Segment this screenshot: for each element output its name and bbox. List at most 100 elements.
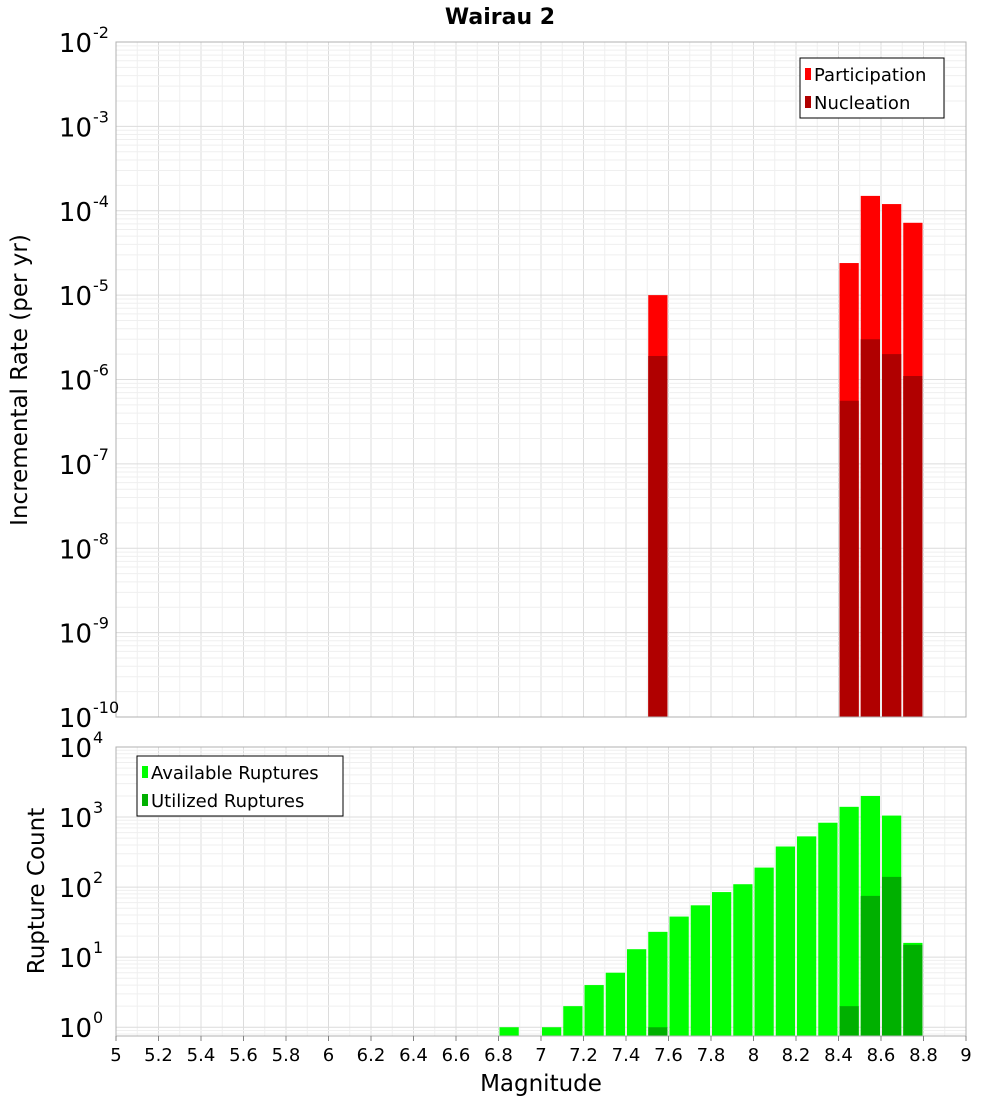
top-legend: Participation Nucleation: [799, 57, 945, 119]
bottom-bar-primary: [754, 867, 774, 1036]
top-y-tick-label: 10: [59, 282, 92, 312]
bottom-y-tick-label: 10: [59, 944, 92, 974]
bottom-bar-primary: [584, 985, 604, 1036]
bottom-bar-primary: [499, 1027, 519, 1036]
top-grid: [115, 41, 967, 718]
bottom-bar-primary: [690, 905, 710, 1036]
top-plot-frame: [115, 41, 967, 718]
bottom-bar-primary: [648, 931, 668, 1036]
bottom-bar-primary: [733, 884, 753, 1036]
top-y-tick-label: 10: [59, 198, 92, 228]
top-bar-secondary: [903, 376, 923, 717]
x-tick-label: 6.2: [357, 1045, 386, 1066]
x-tick-label: 8: [748, 1045, 759, 1066]
bottom-y-tick-exponent: 2: [93, 868, 103, 887]
top-y-tick-exponent: -7: [93, 445, 109, 464]
x-tick-label: 7.4: [612, 1045, 641, 1066]
bottom-bar-primary: [775, 846, 795, 1036]
x-tick-label: 9: [960, 1045, 971, 1066]
x-tick-label: 7.8: [697, 1045, 726, 1066]
bottom-bar-primary: [605, 972, 625, 1036]
x-tick-label: 8.2: [782, 1045, 811, 1066]
top-y-tick-label: 10: [59, 29, 92, 59]
bottom-legend-swatch: [142, 766, 148, 778]
bottom-legend-swatch: [142, 794, 148, 806]
top-y-tick-exponent: -10: [93, 698, 119, 717]
top-legend-swatch: [805, 96, 811, 108]
bottom-bar-primary: [627, 949, 647, 1036]
bottom-bar-primary: [669, 916, 689, 1036]
top-y-tick-label: 10: [59, 704, 92, 734]
x-tick-label: 5.6: [229, 1045, 258, 1066]
bottom-y-tick-exponent: 3: [93, 798, 103, 817]
x-tick-label: 5.2: [144, 1045, 173, 1066]
bottom-bar-secondary: [839, 1006, 859, 1036]
top-y-tick-label: 10: [59, 535, 92, 565]
x-tick-label: 7: [535, 1045, 546, 1066]
x-axis-label: Magnitude: [480, 1071, 602, 1097]
top-bar-secondary: [860, 339, 880, 717]
bottom-legend-box: [136, 755, 344, 817]
top-y-tick-exponent: -8: [93, 529, 109, 548]
x-tick-label: 6.8: [484, 1045, 513, 1066]
bottom-y-tick-label: 10: [59, 1014, 92, 1044]
bottom-legend-label: Utilized Ruptures: [151, 791, 304, 812]
x-tick-label: 7.2: [569, 1045, 598, 1066]
x-tick-label: 5.8: [272, 1045, 301, 1066]
x-tick-label: 6.4: [399, 1045, 428, 1066]
top-y-tick-exponent: -6: [93, 361, 109, 380]
top-y-tick-exponent: -2: [93, 23, 109, 42]
x-tick-label: 8.6: [867, 1045, 896, 1066]
bottom-bars: [499, 795, 923, 1036]
bottom-bar-primary: [712, 892, 732, 1036]
bottom-bar-primary: [839, 806, 859, 1036]
x-tick-label: 5.4: [187, 1045, 216, 1066]
bottom-legend: Available Ruptures Utilized Ruptures: [136, 755, 344, 817]
x-tick-label: 5: [110, 1045, 121, 1066]
bottom-bar-primary: [797, 836, 817, 1036]
top-y-tick-label: 10: [59, 113, 92, 143]
bottom-y-axis-label: Rupture Count: [24, 808, 50, 974]
top-legend-label: Nucleation: [814, 93, 910, 114]
bottom-y-tick-exponent: 0: [93, 1008, 103, 1027]
x-tick-label: 8.8: [909, 1045, 938, 1066]
bottom-grid: [115, 746, 967, 1036]
bottom-y-tick-exponent: 4: [93, 728, 103, 747]
bottom-legend-label: Available Ruptures: [151, 763, 319, 784]
top-y-tick-exponent: -9: [93, 614, 109, 633]
top-legend-swatch: [805, 68, 811, 80]
x-tick-label: 6.6: [442, 1045, 471, 1066]
bottom-y-tick-label: 10: [59, 874, 92, 904]
chart-title: Wairau 2: [445, 5, 555, 30]
top-bars: [648, 195, 923, 717]
top-y-tick-label: 10: [59, 620, 92, 650]
bottom-bar-primary: [563, 1006, 583, 1036]
top-bar-secondary: [648, 355, 668, 717]
top-y-tick-exponent: -3: [93, 107, 109, 126]
top-y-tick-exponent: -5: [93, 276, 109, 295]
x-tick-label: 6: [323, 1045, 334, 1066]
bottom-x-ticks: 5 5.2 5.4 5.6 5.8 6 6.2 6.4 6.6 6.8 7 7.2 7.4 7.6 7.8 8…: [110, 1036, 972, 1066]
bottom-bar-secondary: [882, 876, 902, 1036]
top-y-tick-label: 10: [59, 451, 92, 481]
x-tick-label: 8.4: [824, 1045, 853, 1066]
top-y-axis-label: Incremental Rate (per yr): [7, 234, 33, 526]
bottom-bar-secondary: [648, 1027, 668, 1036]
top-legend-box: [799, 57, 945, 119]
bottom-bar-primary: [542, 1027, 562, 1036]
bottom-y-tick-exponent: 1: [93, 938, 103, 957]
x-tick-label: 7.6: [654, 1045, 683, 1066]
bottom-y-tick-label: 10: [59, 734, 92, 764]
top-y-tick-label: 10: [59, 367, 92, 397]
bottom-bar-secondary: [903, 944, 923, 1036]
top-bar-secondary: [882, 354, 902, 717]
bottom-bar-primary: [818, 822, 838, 1036]
top-bar-secondary: [839, 400, 859, 717]
top-y-tick-exponent: -4: [93, 192, 109, 211]
top-legend-label: Participation: [814, 65, 926, 86]
